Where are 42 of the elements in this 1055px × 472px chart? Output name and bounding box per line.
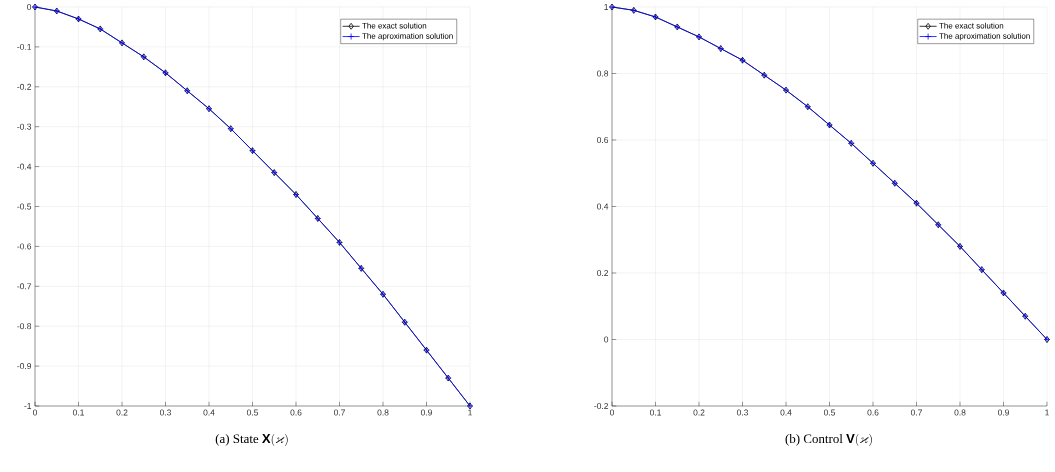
x-tick-label: 0.3: [159, 409, 172, 416]
x-tick-label: 0.9: [420, 409, 432, 416]
x-tick-label: 0.4: [203, 409, 215, 416]
y-tick-label: -1: [24, 403, 32, 409]
text: $\text{(b) Control }\mathbf{V}(\varkappa)$: [785, 434, 872, 446]
y-tick-label: 0: [27, 4, 32, 10]
y-tick-label: -0.7: [17, 283, 32, 290]
y-tick-label: 1: [604, 4, 609, 10]
x-tick-label: 0.2: [693, 409, 705, 416]
y-tick-label: 0.6: [597, 137, 609, 143]
text: $\text{(a) State }\mathbf{X}(\varkappa)$: [215, 434, 288, 446]
y-tick-label: -0.6: [17, 243, 32, 250]
x-tick-label: 0.4: [780, 409, 792, 416]
x-tick-label: 0.9: [997, 409, 1009, 416]
x-tick-label: 0.7: [333, 409, 345, 416]
y-tick-label: -0.2: [17, 83, 32, 90]
x-tick-label: 0.5: [246, 409, 259, 416]
x-tick-label: 0.5: [823, 409, 836, 416]
y-tick-label: -0.3: [17, 123, 32, 130]
x-tick-label: 0.1: [72, 409, 84, 416]
x-tick-label: 0.2: [116, 409, 128, 416]
y-tick-label: -0.4: [17, 163, 32, 170]
y-tick-label: -0.1: [17, 43, 32, 50]
x-tick-label: 0: [609, 409, 615, 416]
x-tick-label: 1: [468, 409, 472, 416]
x-tick-label: 0: [32, 409, 38, 416]
x-tick-label: 0.6: [290, 409, 302, 416]
x-tick-label: 0.3: [736, 409, 749, 416]
y-tick-label: -0.2: [594, 403, 609, 409]
y-tick-label: 0: [604, 336, 609, 343]
x-tick-label: 0.8: [377, 409, 389, 416]
y-tick-label: 0.2: [597, 270, 609, 276]
x-tick-label: 0.6: [867, 409, 879, 416]
x-tick-label: 1: [1045, 409, 1049, 416]
y-tick-label: -0.9: [17, 363, 32, 370]
x-tick-label: 0.7: [910, 409, 922, 416]
y-tick-label: 0.4: [597, 203, 609, 210]
x-tick-label: 0.8: [954, 409, 966, 416]
y-tick-label: -0.8: [17, 323, 32, 330]
y-tick-label: 0.8: [597, 70, 609, 77]
y-tick-label: -0.5: [17, 203, 32, 210]
x-tick-label: 0.1: [649, 409, 661, 416]
